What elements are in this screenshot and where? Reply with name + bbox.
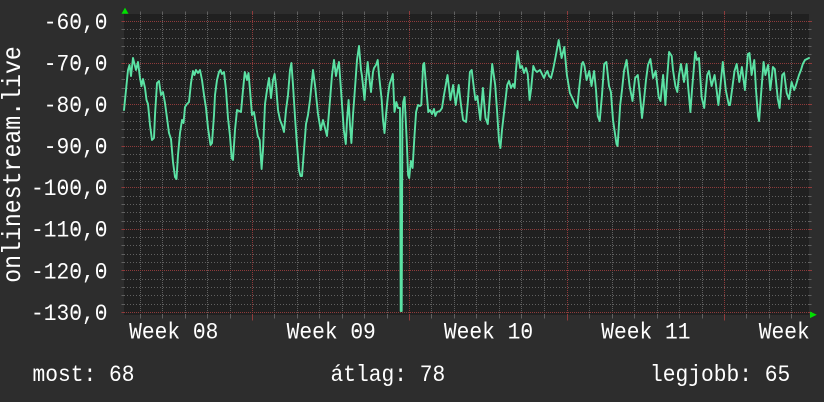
svg-text:onlinestream.live: onlinestream.live xyxy=(0,46,28,283)
svg-text:Week 10: Week 10 xyxy=(444,318,533,345)
svg-text:Week 09: Week 09 xyxy=(287,318,376,345)
svg-text:most: 68: most: 68 xyxy=(33,361,135,388)
svg-text:-90,0: -90,0 xyxy=(44,134,108,161)
svg-text:-60,0: -60,0 xyxy=(44,9,108,36)
svg-text:-80,0: -80,0 xyxy=(44,92,108,119)
svg-text:-130,0: -130,0 xyxy=(31,300,107,327)
svg-text:-120,0: -120,0 xyxy=(31,258,107,285)
svg-text:átlag: 78: átlag: 78 xyxy=(331,361,446,388)
svg-text:-100,0: -100,0 xyxy=(31,175,107,202)
svg-text:Week 08: Week 08 xyxy=(129,318,218,345)
svg-text:Week 11: Week 11 xyxy=(601,318,690,345)
svg-text:Week: Week xyxy=(759,318,810,345)
svg-text:legjobb: 65: legjobb: 65 xyxy=(650,361,790,388)
svg-text:-110,0: -110,0 xyxy=(31,217,107,244)
